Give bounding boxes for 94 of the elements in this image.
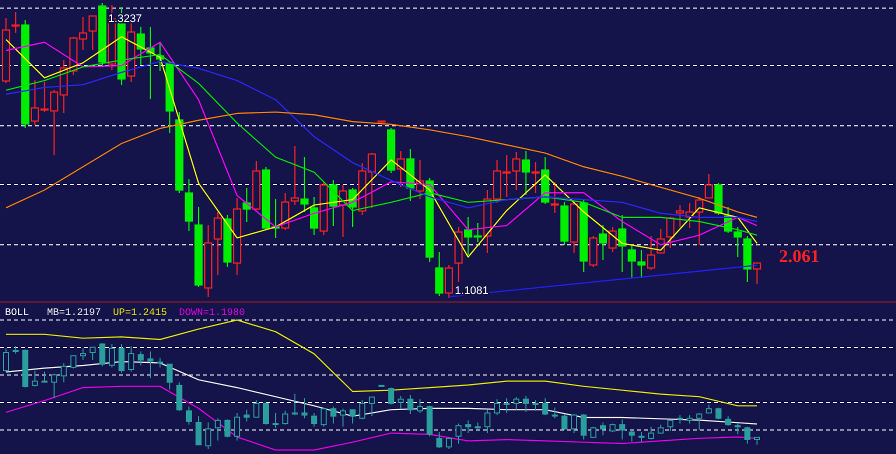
candlestick (561, 414, 568, 430)
candlestick (253, 400, 260, 418)
candlestick (715, 407, 722, 420)
chart-title: BOLL (5, 308, 30, 319)
candlestick (598, 224, 608, 261)
candlestick (542, 398, 548, 416)
candlestick (214, 418, 221, 442)
candlestick (637, 249, 646, 279)
candlestick (465, 420, 472, 434)
candlestick (590, 426, 596, 438)
candlestick (282, 410, 288, 426)
candlestick (80, 348, 86, 360)
candlestick (734, 226, 742, 258)
candlestick (600, 422, 606, 436)
candlestick (646, 235, 656, 271)
candlestick (70, 355, 76, 369)
candlestick (484, 409, 490, 434)
candlestick (330, 406, 336, 424)
candlestick (531, 161, 540, 194)
candlestick (42, 371, 48, 383)
candlestick (619, 418, 626, 440)
candlestick (628, 429, 635, 442)
candlestick (157, 357, 164, 368)
candlestick (186, 406, 192, 426)
candlestick (638, 432, 644, 442)
candlestick (60, 362, 67, 383)
candlestick (350, 409, 356, 424)
candlestick (407, 394, 414, 415)
candlestick (368, 396, 375, 417)
candlestick (456, 423, 462, 444)
candlestick (667, 420, 674, 432)
candlestick (310, 196, 318, 236)
text: DOWN=1.1980 (179, 308, 246, 319)
candlestick (51, 373, 58, 399)
candlestick (88, 15, 97, 51)
candlestick (550, 181, 559, 214)
candlestick (147, 350, 154, 378)
candlestick (3, 348, 9, 372)
candlestick (224, 418, 230, 438)
candlestick (32, 370, 38, 387)
candlestick (244, 409, 250, 422)
candlestick (571, 414, 578, 434)
candlestick (744, 426, 750, 444)
candlestick (618, 214, 626, 273)
candlestick (214, 211, 222, 276)
candlestick (12, 11, 20, 34)
candlestick (196, 416, 202, 446)
candlestick (90, 346, 96, 360)
candlestick (118, 344, 125, 374)
text: MB=1.2197 (47, 308, 102, 319)
candlestick (359, 400, 366, 420)
candlestick (552, 407, 558, 419)
candlestick (290, 145, 299, 206)
candlestick (396, 150, 405, 188)
candlestick (311, 412, 318, 428)
candlestick (532, 400, 539, 412)
candlestick (648, 426, 654, 440)
candlestick (504, 398, 510, 414)
candlestick (628, 244, 636, 279)
candlestick (301, 398, 308, 419)
series-label: UP=1.2415 (113, 308, 168, 319)
candlestick (446, 436, 452, 450)
candlestick (752, 262, 762, 285)
candlestick (695, 196, 704, 246)
candlestick (522, 396, 529, 412)
candlestick (340, 408, 346, 428)
candlestick (522, 150, 530, 196)
candlestick (436, 432, 442, 448)
candlestick (696, 412, 702, 430)
candlestick (704, 173, 713, 199)
candlestick (388, 387, 394, 405)
candlestick (398, 396, 404, 410)
annotation: 1.1081 (454, 284, 489, 297)
candlestick (580, 414, 587, 440)
candlestick (205, 422, 212, 450)
candlestick (292, 393, 298, 416)
text: 2.061 (779, 246, 820, 266)
candlestick (513, 396, 520, 410)
candlestick (512, 151, 520, 191)
candlestick (725, 416, 732, 426)
candlestick (320, 407, 327, 428)
candlestick (262, 402, 269, 426)
candlestick (417, 398, 424, 414)
candlestick (138, 350, 144, 366)
candlestick (234, 412, 240, 442)
candlestick (734, 423, 741, 435)
candlestick (272, 412, 279, 428)
candlestick (166, 364, 173, 390)
candlestick (666, 216, 674, 249)
candlestick (128, 346, 134, 372)
candlestick (300, 156, 309, 213)
candlestick (99, 342, 106, 367)
candlestick (108, 344, 115, 368)
candlestick (494, 398, 500, 416)
